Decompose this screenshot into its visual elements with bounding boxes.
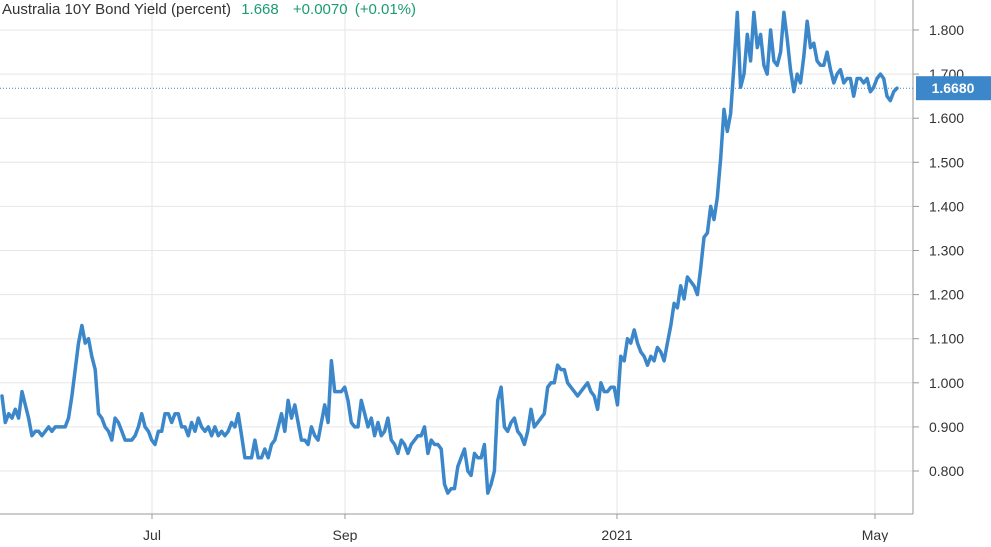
current-value-badge-label: 1.6680 (932, 80, 975, 96)
current-value-badge (916, 76, 991, 101)
x-tick-label: May (862, 527, 888, 542)
x-tick-label: Jul (143, 527, 161, 542)
y-tick-label: 1.500 (929, 154, 964, 170)
y-tick-label: 1.300 (929, 243, 964, 259)
plot-layer (0, 10, 899, 495)
grid-layer (0, 0, 913, 514)
y-tick-label: 1.400 (929, 198, 964, 214)
y-tick-label: 1.100 (929, 331, 964, 347)
y-tick-label: 1.000 (929, 375, 964, 391)
chart-header: Australia 10Y Bond Yield (percent) 1.668… (2, 1, 416, 18)
change-value: +0.0070 (292, 1, 348, 18)
yield-series-line (0, 10, 899, 495)
chart-title: Australia 10Y Bond Yield (percent) (2, 1, 232, 18)
last-value: 1.668 (241, 1, 279, 18)
y-tick-label: 1.200 (929, 287, 964, 303)
change-percent: (+0.01%) (354, 1, 417, 18)
badge-layer: 1.6680 (0, 76, 991, 101)
x-tick-label: Sep (333, 527, 358, 542)
y-tick-label: 0.900 (929, 419, 964, 435)
y-tick-label: 1.800 (929, 22, 964, 38)
y-tick-label: 1.600 (929, 110, 964, 126)
y-tick-label: 0.800 (929, 463, 964, 479)
x-tick-label: 2021 (601, 527, 632, 542)
axis-layer: 0.800 0.900 1.000 1.100 1.200 1.300 1.400 1.500… (0, 0, 964, 543)
